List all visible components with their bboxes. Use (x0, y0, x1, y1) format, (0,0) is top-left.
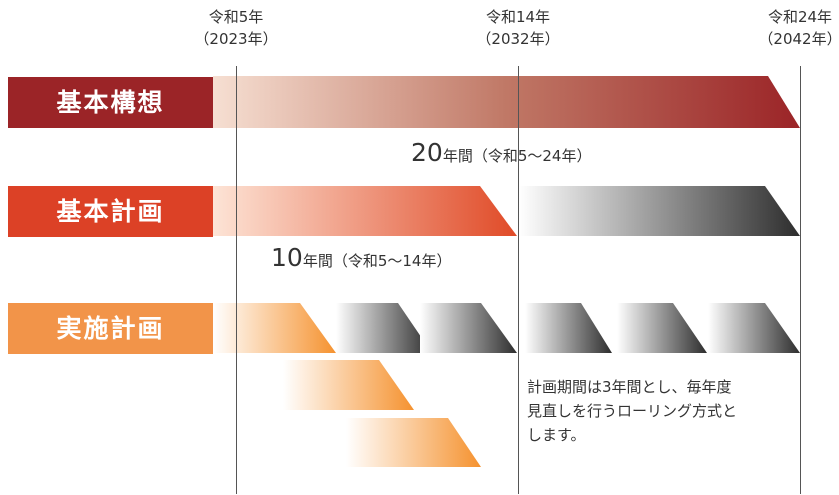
guide-line-reiwa5 (236, 66, 237, 494)
duration-kousou: 20年間（令和5〜24年） (411, 138, 591, 167)
duration-keikaku-text: 年間（令和5〜14年） (302, 252, 452, 270)
jisshi-bar-1 (213, 303, 336, 353)
jisshi-bar-grey-1 (336, 303, 432, 353)
keikaku-bar-next (519, 186, 800, 236)
label-kihon-kousou: 基本構想 (8, 77, 213, 128)
jisshi-bar-3 (346, 418, 481, 467)
jisshi-bar-grey-3 (525, 303, 612, 353)
duration-keikaku-number: 10 (271, 243, 303, 272)
jisshi-bar-2 (283, 360, 414, 410)
kousou-bar (213, 76, 800, 128)
era-label-reiwa24: 令和24年 （2042年） (758, 8, 839, 48)
era-label-reiwa14: 令和14年 （2032年） (476, 8, 560, 48)
duration-kousou-number: 20 (411, 138, 443, 167)
era-label-reiwa5: 令和5年 （2023年） (194, 8, 278, 48)
jisshi-bar-grey-5 (708, 303, 800, 353)
guide-line-reiwa14 (518, 66, 519, 494)
jisshi-bar-grey-4 (617, 303, 707, 353)
jisshi-bar-grey-2 (420, 303, 517, 353)
label-jisshi-keikaku: 実施計画 (8, 303, 213, 354)
guide-line-reiwa24 (800, 66, 801, 494)
duration-keikaku: 10年間（令和5〜14年） (271, 243, 451, 272)
duration-kousou-text: 年間（令和5〜24年） (442, 147, 592, 165)
keikaku-bar-active (213, 186, 517, 236)
label-kihon-keikaku: 基本計画 (8, 186, 213, 237)
rolling-plan-note: 計画期間は3年間とし、毎年度 見直しを行うローリング方式と します。 (527, 378, 738, 444)
